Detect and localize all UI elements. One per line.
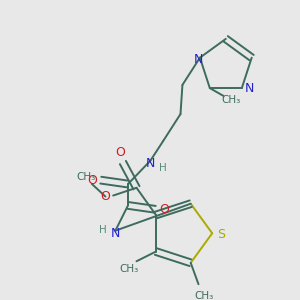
Text: O: O xyxy=(115,146,125,159)
Text: N: N xyxy=(146,157,155,170)
Text: O: O xyxy=(87,174,97,187)
Text: S: S xyxy=(217,228,225,241)
Text: N: N xyxy=(193,53,203,66)
Text: O: O xyxy=(100,190,110,203)
Text: CH₃: CH₃ xyxy=(119,264,138,274)
Text: CH₃: CH₃ xyxy=(195,291,214,300)
Text: O: O xyxy=(159,203,169,216)
Text: N: N xyxy=(245,82,254,94)
Text: H: H xyxy=(99,225,106,235)
Text: N: N xyxy=(111,227,120,240)
Text: CH₃: CH₃ xyxy=(76,172,96,182)
Text: H: H xyxy=(159,163,167,172)
Text: CH₃: CH₃ xyxy=(222,95,241,105)
